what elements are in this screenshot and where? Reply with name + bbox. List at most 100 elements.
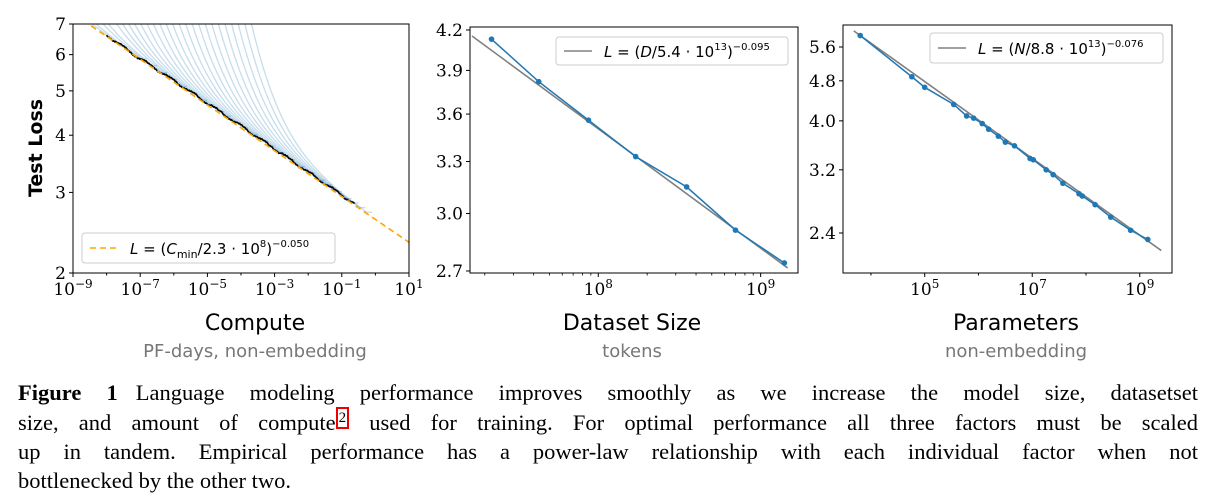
data-point xyxy=(1002,139,1009,145)
x-tick-label: 108 xyxy=(584,277,613,300)
y-tick-label: 4.0 xyxy=(809,112,836,132)
data-point xyxy=(963,113,970,119)
training-run-curve xyxy=(244,24,366,209)
y-tick-label: 4.2 xyxy=(436,21,463,41)
y-tick-label: 6 xyxy=(55,46,66,66)
data-point xyxy=(632,153,639,160)
y-tick-label: 3.3 xyxy=(436,153,463,173)
x-tick-base: 10 xyxy=(53,280,75,300)
x-tick-exponent: 5 xyxy=(932,277,940,291)
y-tick-label: 4 xyxy=(55,126,66,146)
caption-line-2a: size, and amount of compute xyxy=(18,410,336,435)
data-point xyxy=(1060,180,1066,187)
y-tick-label: 3.2 xyxy=(809,161,836,181)
data-point xyxy=(970,115,977,121)
data-point xyxy=(985,126,992,133)
data-point xyxy=(1092,201,1098,208)
data-point xyxy=(1043,167,1050,173)
axis-subtitle: PF-days, non-embedding xyxy=(143,341,367,362)
x-tick-base: 10 xyxy=(1018,280,1040,300)
training-run-curve xyxy=(172,24,268,142)
y-tick-label: 3.0 xyxy=(436,205,463,225)
legend-label: L = (Cmin/2.3 · 108)−0.050 xyxy=(130,239,309,261)
x-tick-label: 105 xyxy=(910,277,939,300)
legend-text: = ( xyxy=(138,240,166,258)
x-tick-label: 10−1 xyxy=(322,277,361,300)
plot-area xyxy=(87,24,409,244)
footnote-link[interactable]: 2 xyxy=(335,407,350,429)
caption-line-2b: used for training. For optimal performan… xyxy=(349,410,1198,435)
y-tick-label: 2 xyxy=(55,264,66,284)
training-run-curve xyxy=(224,24,342,193)
x-tick-exponent: −7 xyxy=(142,277,160,291)
training-run-curve xyxy=(159,24,248,129)
data-point xyxy=(683,184,690,190)
axes-frame xyxy=(842,24,1173,274)
plot-area xyxy=(471,35,789,269)
legend-superscript: −0.095 xyxy=(733,42,770,53)
legend-var: L xyxy=(130,240,138,258)
data-point xyxy=(1145,236,1151,243)
caption-line-1: Language modeling performance improves s… xyxy=(135,380,1198,405)
x-tick-base: 10 xyxy=(394,280,416,300)
x-tick-base: 10 xyxy=(322,280,344,300)
data-point xyxy=(488,36,495,42)
plot-area xyxy=(853,30,1162,252)
legend-label: L = (D/5.4 · 1013)−0.095 xyxy=(604,42,770,61)
x-tick-exponent: 7 xyxy=(1039,277,1047,291)
axis-title: Parameters xyxy=(953,311,1079,336)
x-tick-label: 101 xyxy=(394,277,423,300)
training-run-curve xyxy=(152,24,241,124)
legend-superscript: −0.050 xyxy=(272,239,309,250)
training-run-curve xyxy=(230,24,352,200)
y-axis-label: Test Loss xyxy=(25,99,47,197)
y-tick-label: 7 xyxy=(55,15,66,35)
axes-frame xyxy=(469,26,799,274)
training-run-curve xyxy=(140,24,225,113)
training-run-curve xyxy=(191,24,295,161)
y-tick-label: 3.6 xyxy=(436,105,463,125)
legend-superscript: 13 xyxy=(714,42,727,53)
data-point xyxy=(781,260,788,266)
caption-line-3: up in tandem. Empirical performance has … xyxy=(18,439,1198,464)
legend: L = (D/5.4 · 1013)−0.095 xyxy=(555,36,789,66)
training-run-curve xyxy=(250,24,373,213)
legend-text: = ( xyxy=(612,43,640,61)
axis-title: Compute xyxy=(205,311,305,336)
legend: L = (N/8.8 · 1013)−0.076 xyxy=(929,32,1164,64)
legend-superscript: −0.076 xyxy=(1106,39,1143,50)
data-point xyxy=(1127,227,1134,234)
legend: L = (Cmin/2.3 · 108)−0.050 xyxy=(81,232,336,264)
axis-subtitle: tokens xyxy=(602,341,662,362)
x-tick-exponent: 9 xyxy=(768,277,776,291)
data-point xyxy=(921,84,928,91)
legend-text: ) xyxy=(1101,40,1107,58)
power-law-fit-line xyxy=(87,24,409,244)
y-tick-label: 5 xyxy=(55,82,66,102)
x-tick-exponent: −3 xyxy=(277,277,295,291)
data-point xyxy=(535,78,542,85)
caption-line-4: bottlenecked by the other two. xyxy=(18,468,292,493)
x-tick-exponent: 1 xyxy=(416,277,424,291)
legend-text: /2.3 · 10 xyxy=(198,240,260,258)
x-tick-label: 107 xyxy=(1018,277,1047,300)
x-tick-exponent: −1 xyxy=(344,277,362,291)
legend-subscript: min xyxy=(177,248,198,261)
x-tick-label: 109 xyxy=(1125,277,1154,300)
figure-caption: Figure 1 Language modeling performance im… xyxy=(18,378,1198,495)
data-point xyxy=(909,73,915,80)
x-tick-label: 10−7 xyxy=(121,277,160,300)
training-run-curve xyxy=(204,24,315,174)
data-point xyxy=(1079,193,1086,199)
y-tick-label: 3 xyxy=(55,183,66,203)
x-tick-label: 10−5 xyxy=(188,277,227,300)
axis-title: Dataset Size xyxy=(563,311,701,336)
x-tick-label: 10−3 xyxy=(255,277,294,300)
legend-text: = ( xyxy=(986,40,1014,58)
x-tick-base: 10 xyxy=(255,280,277,300)
x-tick-base: 10 xyxy=(188,280,210,300)
x-tick-exponent: −9 xyxy=(75,277,93,291)
data-point xyxy=(1011,143,1018,149)
